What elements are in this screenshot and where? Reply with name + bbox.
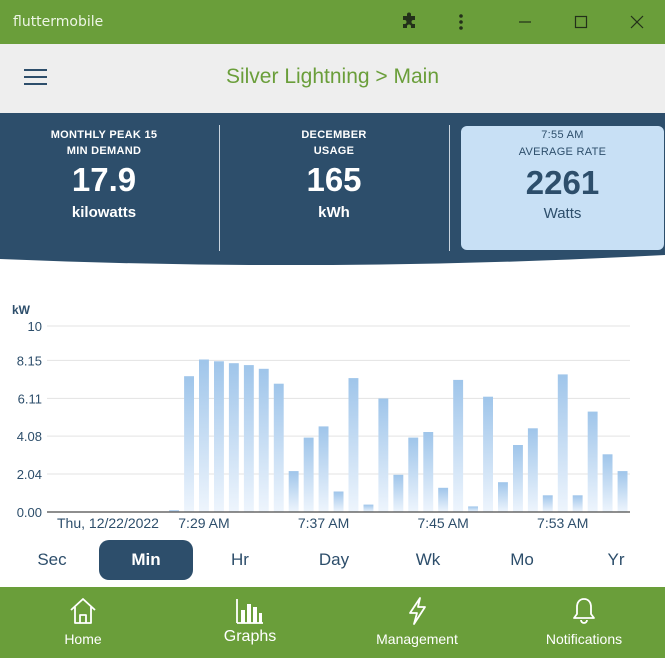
bar[interactable] (258, 368, 269, 512)
bar[interactable] (288, 471, 299, 512)
stat-caption: DECEMBER (301, 129, 367, 141)
range-yr-button[interactable]: Yr (607, 550, 625, 569)
puzzle-icon[interactable] (399, 11, 421, 33)
power-bar-chart[interactable]: kW 0.00 2.04 4.08 6.11 8.15 10 Thu, 12/22/2022 7… (0, 265, 665, 540)
x-tick-label: Thu, 12/22/2022 (57, 515, 159, 531)
bar[interactable] (438, 487, 449, 512)
bar[interactable] (228, 363, 239, 512)
bar[interactable] (453, 379, 464, 512)
range-wk-button[interactable]: Wk (415, 550, 441, 569)
stat-value: 17.9 (71, 161, 137, 198)
bar[interactable] (303, 437, 314, 512)
bar[interactable] (602, 454, 613, 512)
bar[interactable] (199, 359, 209, 513)
range-day-button[interactable]: Day (318, 550, 350, 569)
maximize-icon[interactable] (570, 11, 592, 33)
stat-divider (449, 125, 450, 251)
app-header: Silver Lightning > Main (0, 44, 665, 113)
bar[interactable] (498, 482, 508, 512)
nav-graphs[interactable]: Graphs (195, 587, 305, 658)
y-tick-label: 2.04 (17, 467, 42, 482)
bar[interactable] (363, 504, 374, 512)
stat-monthly-peak: MONTHLY PEAK 15 MIN DEMAND 17.9 kilowatt… (4, 127, 204, 222)
page-title: Silver Lightning > Main (225, 65, 440, 88)
stat-unit: kilowatts (71, 204, 137, 221)
range-min-button[interactable]: Min (99, 540, 193, 580)
bar[interactable] (408, 437, 419, 512)
bar[interactable] (557, 374, 568, 512)
bar[interactable] (587, 411, 598, 512)
range-hr-button[interactable]: Hr (231, 550, 249, 569)
y-tick-label: 0.00 (17, 505, 42, 520)
bar[interactable] (348, 378, 359, 512)
bar[interactable] (184, 376, 194, 512)
nav-label: Graphs (223, 628, 277, 645)
bar[interactable] (393, 474, 404, 512)
home-icon (67, 596, 99, 626)
lightning-icon (401, 596, 433, 626)
y-axis-label: kW (12, 303, 31, 317)
bar[interactable] (527, 428, 538, 512)
bar[interactable] (169, 510, 179, 512)
minimize-icon[interactable] (514, 11, 536, 33)
x-tick-label: 7:45 AM (417, 515, 468, 531)
close-icon[interactable] (626, 11, 648, 33)
bar[interactable] (378, 398, 389, 513)
stat-caption: 7:55 AM (541, 129, 584, 141)
bar[interactable] (468, 506, 478, 512)
bar[interactable] (483, 396, 493, 512)
hamburger-menu-icon[interactable] (24, 69, 47, 87)
stat-value: 2261 (525, 164, 600, 201)
bar[interactable] (333, 491, 344, 513)
stat-caption: AVERAGE RATE (518, 146, 607, 158)
nav-label: Notifications (545, 631, 623, 647)
y-tick-label: 10 (28, 319, 42, 334)
stat-caption: USAGE (313, 145, 355, 157)
nav-management[interactable]: Management (357, 587, 477, 658)
bar[interactable] (214, 361, 224, 512)
stat-value: 165 (306, 161, 362, 198)
chart-canvas: kW 0.00 2.04 4.08 6.11 8.15 10 Thu, 12/22/2022 7… (12, 303, 630, 531)
stat-divider (219, 125, 220, 251)
bar[interactable] (243, 365, 254, 512)
bar[interactable] (572, 495, 583, 512)
nav-notifications[interactable]: Notifications (524, 587, 644, 658)
bar[interactable] (273, 383, 284, 512)
bottom-navigation: Home Graphs Management Notifications (0, 587, 665, 658)
more-vert-icon[interactable] (450, 11, 472, 33)
bell-icon (568, 596, 600, 626)
bar[interactable] (318, 426, 329, 512)
nav-label: Home (64, 631, 102, 647)
nav-home[interactable]: Home (28, 587, 138, 658)
bar[interactable] (513, 445, 523, 512)
app-name: fluttermobile (13, 14, 104, 30)
window-titlebar: fluttermobile (0, 0, 665, 44)
stat-average-rate[interactable]: 7:55 AM AVERAGE RATE 2261 Watts (461, 126, 664, 250)
range-mo-button[interactable]: Mo (510, 550, 534, 569)
stats-panel: MONTHLY PEAK 15 MIN DEMAND 17.9 kilowatt… (0, 113, 665, 265)
y-tick-label: 4.08 (17, 429, 42, 444)
stat-caption: MONTHLY PEAK 15 (50, 129, 158, 141)
bar-chart-icon (234, 596, 266, 626)
stat-caption: MIN DEMAND (66, 145, 142, 157)
stat-december-usage: DECEMBER USAGE 165 kWh (234, 127, 434, 222)
nav-label: Management (376, 631, 458, 647)
y-tick-label: 8.15 (17, 353, 42, 368)
bar[interactable] (423, 432, 434, 512)
y-tick-label: 6.11 (18, 391, 42, 406)
bar[interactable] (617, 471, 628, 512)
stat-unit: kWh (318, 204, 350, 221)
bar[interactable] (542, 495, 553, 512)
stat-unit: Watts (543, 205, 582, 222)
range-sec-button[interactable]: Sec (37, 550, 67, 569)
x-tick-label: 7:53 AM (537, 515, 588, 531)
x-tick-label: 7:37 AM (298, 515, 349, 531)
time-range-selector: Sec Min Hr Day Wk Mo Yr (0, 540, 665, 582)
x-tick-label: 7:29 AM (178, 515, 229, 531)
